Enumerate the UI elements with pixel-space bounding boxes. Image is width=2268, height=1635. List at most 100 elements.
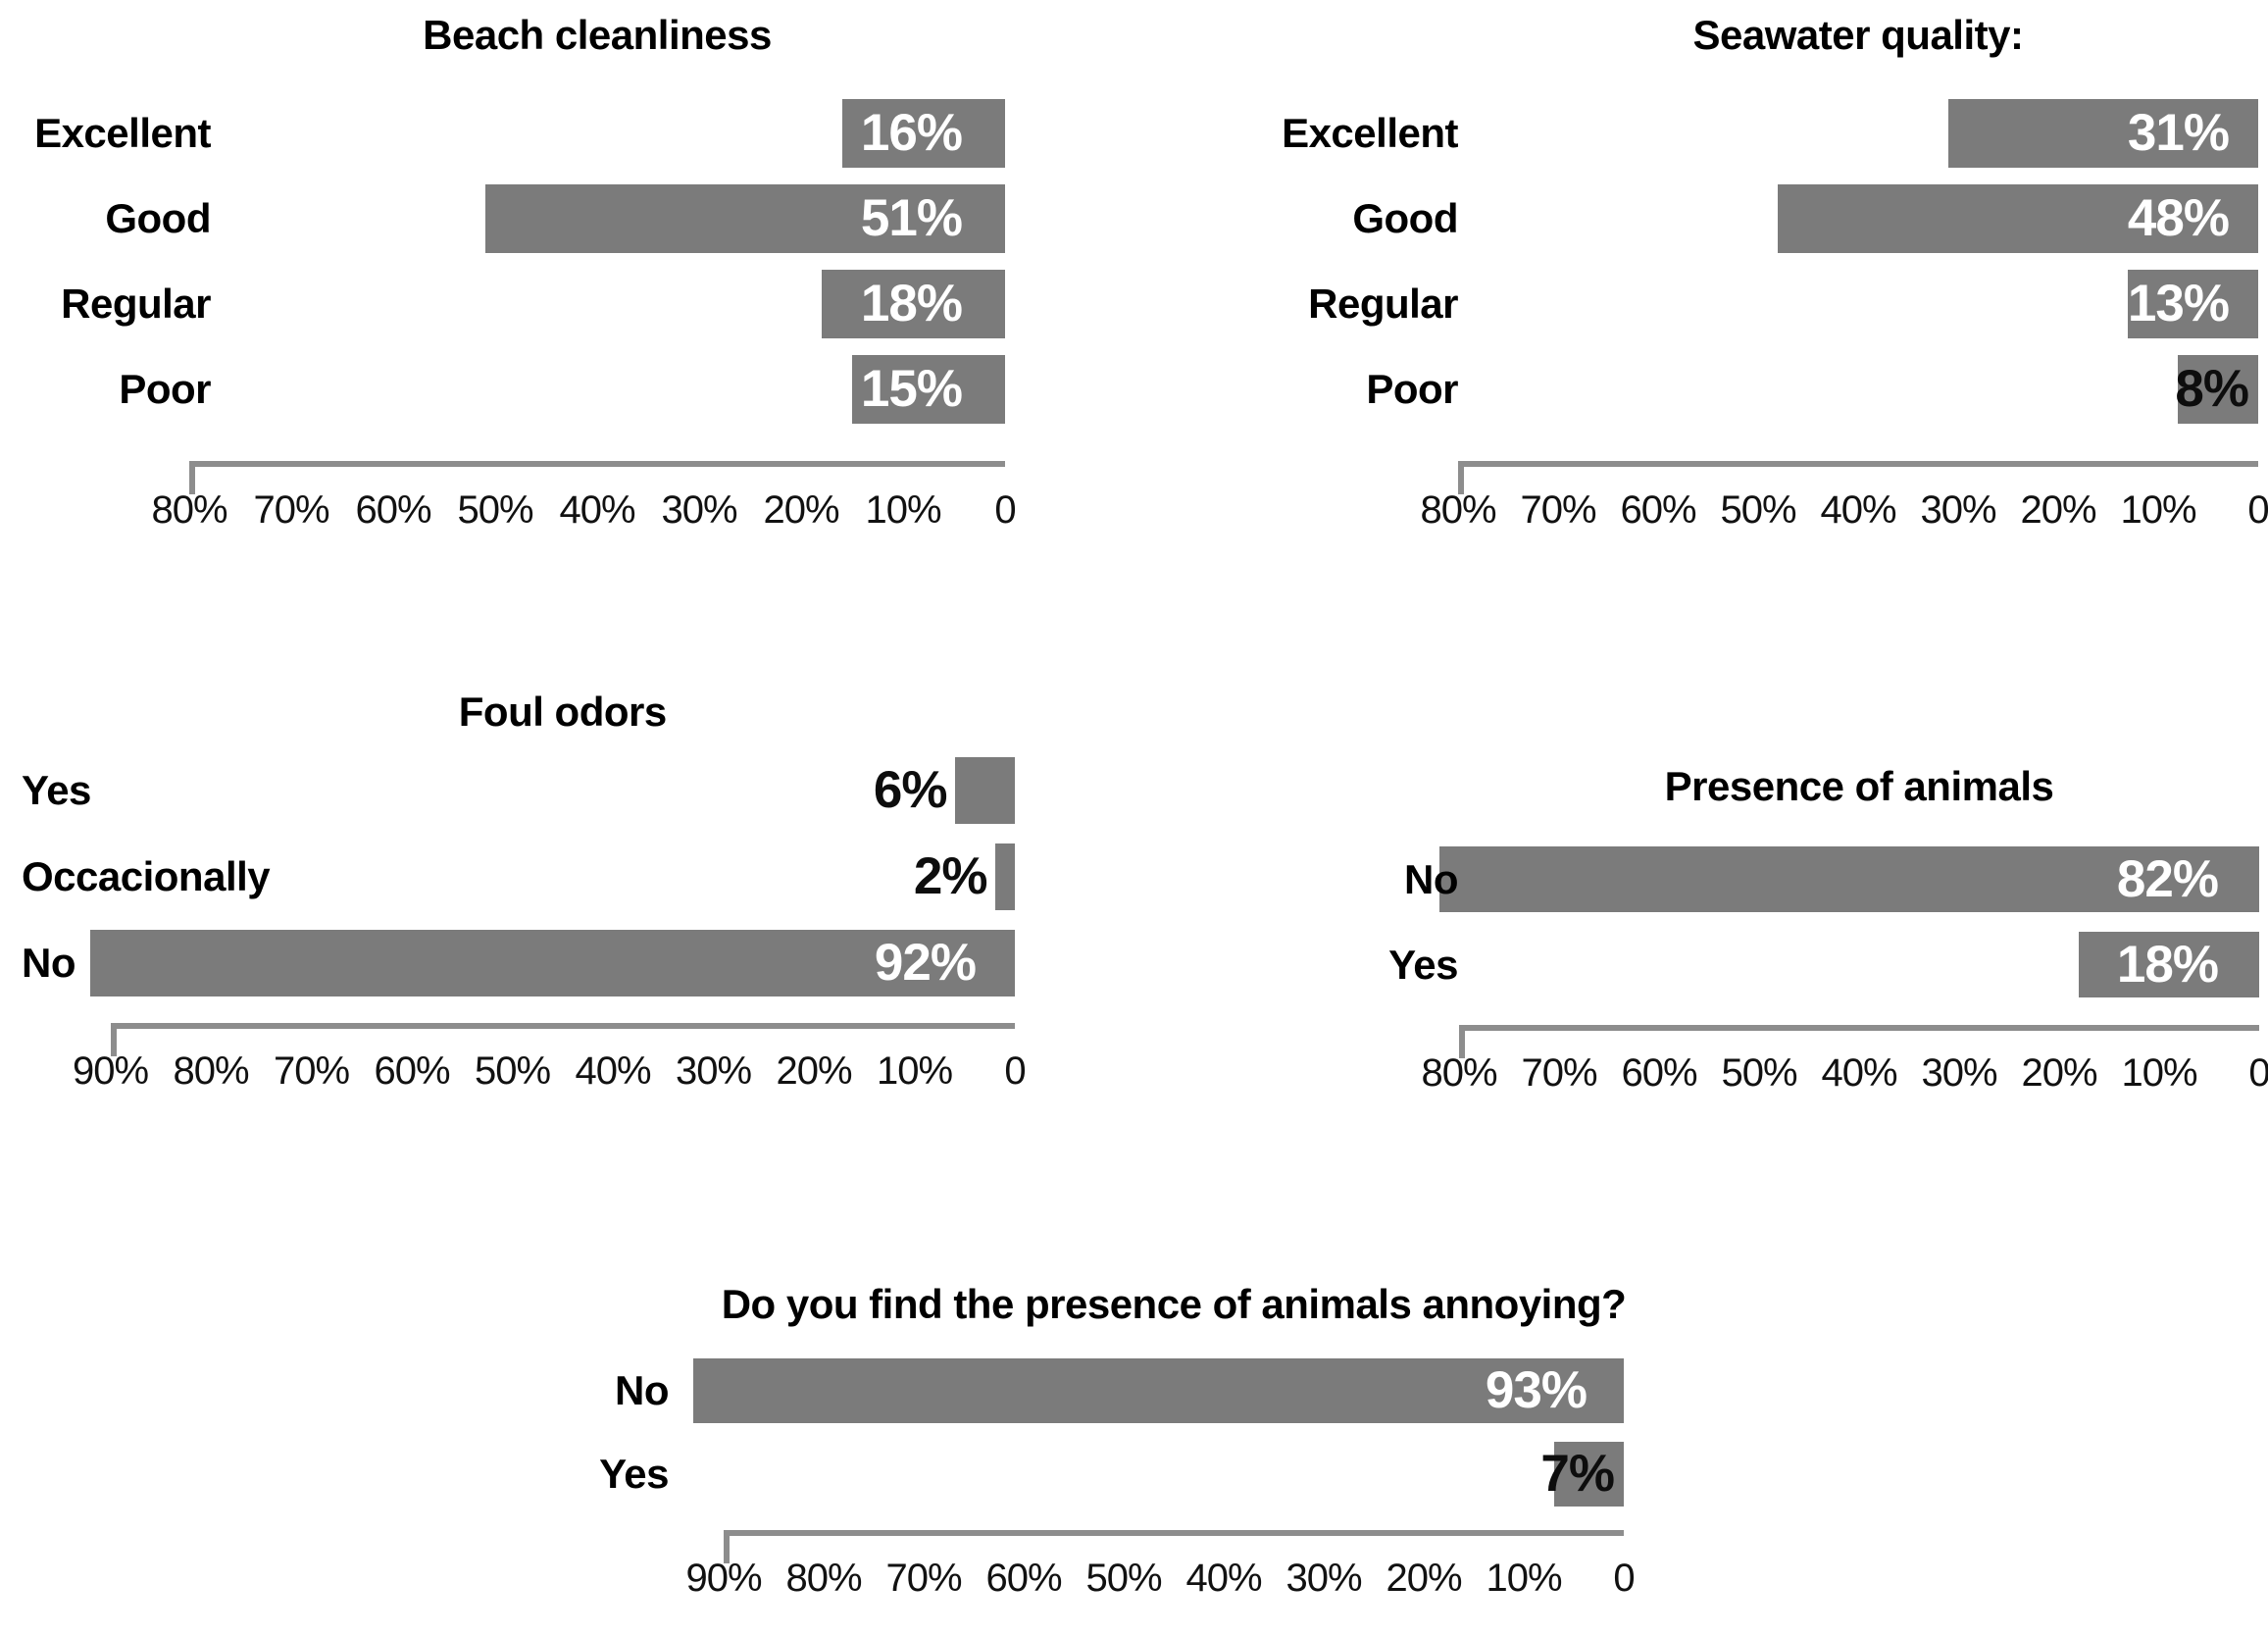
axis-tick-label: 20% xyxy=(1386,1557,1462,1600)
axis-tick-label: 20% xyxy=(2021,1051,2097,1095)
category-label: Regular xyxy=(61,281,211,327)
value-label: 15% xyxy=(860,360,963,418)
category-label: No xyxy=(1404,856,1459,902)
axis-tick-label: 80% xyxy=(785,1557,862,1600)
bar xyxy=(821,270,1005,338)
axis-tick-label: 60% xyxy=(1620,488,1696,532)
bar xyxy=(1947,99,2258,168)
bar xyxy=(484,184,1005,253)
axis-tick-label: 50% xyxy=(457,488,533,532)
bar xyxy=(994,843,1015,910)
axis-line xyxy=(1458,461,2258,494)
bar xyxy=(2079,932,2259,997)
chart-title: Beach cleanliness xyxy=(423,12,772,58)
axis-tick-label: 30% xyxy=(661,488,737,532)
value-label: 7% xyxy=(1540,1445,1615,1503)
category-label: No xyxy=(615,1367,670,1413)
value-label: 2% xyxy=(913,847,988,905)
axis-line xyxy=(1459,1025,2259,1058)
axis-tick-label: 20% xyxy=(776,1049,852,1093)
value-label: 31% xyxy=(2127,104,2230,162)
axis-tick-label: 30% xyxy=(1920,488,1996,532)
value-label: 82% xyxy=(2116,850,2219,908)
axis-tick-label: 40% xyxy=(1185,1557,1262,1600)
category-label: Excellent xyxy=(1282,110,1458,156)
bar xyxy=(1553,1442,1624,1507)
bar xyxy=(954,757,1015,824)
axis-tick-label: 0 xyxy=(2247,488,2268,532)
value-label: 8% xyxy=(2175,360,2249,418)
axis-tick-label: 30% xyxy=(1921,1051,1997,1095)
axis-tick-label: 80% xyxy=(151,488,227,532)
axis-tick-label: 70% xyxy=(273,1049,350,1093)
axis-tick-label: 60% xyxy=(355,488,431,532)
axis-tick-label: 70% xyxy=(253,488,329,532)
bar xyxy=(852,355,1005,424)
value-label: 48% xyxy=(2127,189,2230,247)
bar xyxy=(1778,184,2258,253)
axis-tick-label: 10% xyxy=(876,1049,953,1093)
axis-tick-label: 60% xyxy=(374,1049,450,1093)
chart-foul-odors: Foul odors Yes 6% Occacionally 2% No 92% 90% 80%… xyxy=(20,673,1027,1114)
axis-tick-label: 10% xyxy=(2120,488,2196,532)
axis-tick-label: 10% xyxy=(865,488,941,532)
axis-tick-label: 20% xyxy=(763,488,839,532)
axis-tick-label: 50% xyxy=(1721,1051,1797,1095)
axis-tick-label: 80% xyxy=(1421,1051,1497,1095)
axis-tick-label: 20% xyxy=(2020,488,2096,532)
axis-tick-label: 40% xyxy=(1820,488,1896,532)
bar xyxy=(2128,270,2258,338)
axis-tick-label: 90% xyxy=(685,1557,762,1600)
axis-tick-label: 60% xyxy=(985,1557,1062,1600)
axis-tick-label: 40% xyxy=(575,1049,651,1093)
chart-presence-of-animals: Presence of animals No 82% Yes 18% 80% 70% 60% 5… xyxy=(1260,726,2268,1138)
axis-tick-label: 10% xyxy=(2121,1051,2197,1095)
category-label: No xyxy=(22,940,76,986)
axis-tick-label: 80% xyxy=(1420,488,1496,532)
axis-tick-label: 70% xyxy=(1521,1051,1597,1095)
category-label: Excellent xyxy=(34,110,211,156)
chart-title: Foul odors xyxy=(458,689,667,735)
axis-tick-label: 0 xyxy=(1004,1049,1026,1093)
value-label: 92% xyxy=(874,934,977,992)
axis-tick-label: 0 xyxy=(994,488,1016,532)
axis-tick-label: 30% xyxy=(1285,1557,1362,1600)
category-label: Yes xyxy=(1388,942,1458,988)
category-label: Yes xyxy=(599,1451,669,1497)
value-label: 16% xyxy=(860,104,963,162)
axis-tick-label: 80% xyxy=(173,1049,249,1093)
bar xyxy=(693,1358,1624,1423)
category-label: Poor xyxy=(1366,366,1458,412)
category-label: Good xyxy=(105,195,211,241)
axis-tick-label: 70% xyxy=(1520,488,1596,532)
axis-line xyxy=(189,461,1005,494)
value-label: 13% xyxy=(2127,275,2230,332)
axis-tick-label: 70% xyxy=(885,1557,962,1600)
chart-beach-cleanliness: Beach cleanliness Excellent 16% Good 51% Regu… xyxy=(25,12,1017,546)
axis-line xyxy=(110,1023,1015,1056)
axis-tick-label: 30% xyxy=(675,1049,752,1093)
axis-tick-label: 40% xyxy=(1821,1051,1897,1095)
bar xyxy=(2178,355,2258,424)
category-label: Yes xyxy=(22,767,91,813)
chart-title: Seawater quality: xyxy=(1692,12,2024,58)
category-label: Regular xyxy=(1308,281,1458,327)
axis-tick-label: 90% xyxy=(72,1049,149,1093)
axis-tick-label: 50% xyxy=(1720,488,1796,532)
bar xyxy=(1438,846,2259,912)
axis-tick-label: 50% xyxy=(474,1049,551,1093)
chart-seawater-quality: Seawater quality: Excellent 31% Good 48% Regu… xyxy=(1260,12,2268,546)
axis-tick-label: 50% xyxy=(1085,1557,1162,1600)
chart-title: Presence of animals xyxy=(1664,763,2054,809)
value-label: 51% xyxy=(860,189,963,247)
value-label: 93% xyxy=(1485,1361,1588,1419)
chart-animals-annoying: Do you find the presence of animals anno… xyxy=(586,1261,1636,1629)
axis-tick-label: 60% xyxy=(1621,1051,1697,1095)
axis-tick-label: 0 xyxy=(1613,1557,1635,1600)
axis-tick-label: 40% xyxy=(559,488,635,532)
bar xyxy=(90,930,1015,996)
axis-line xyxy=(724,1530,1624,1563)
value-label: 18% xyxy=(2116,936,2219,994)
chart-title: Do you find the presence of animals anno… xyxy=(721,1281,1627,1327)
value-label: 18% xyxy=(860,275,963,332)
